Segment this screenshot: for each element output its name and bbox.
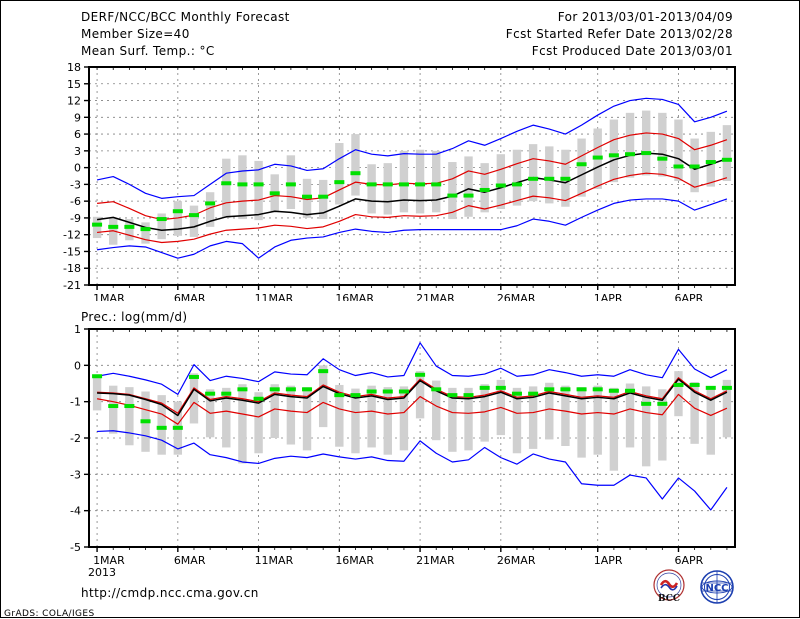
x-axis-tick-label: 1MAR: [93, 292, 125, 301]
y-axis-tick-label: -3: [70, 468, 81, 481]
y-axis-tick-label: 18: [67, 61, 81, 74]
forecast-range-label: For 2013/03/01-2013/04/09: [557, 10, 733, 24]
y-axis-tick-label: -15: [63, 245, 81, 258]
x-axis-tick-label: 11MAR: [255, 292, 294, 301]
ncc-logo: NCC: [700, 570, 734, 604]
y-axis-tick-label: -4: [70, 505, 81, 518]
y-axis-tick-label: -1: [70, 396, 81, 409]
x-axis-tick-label: 6MAR: [174, 554, 206, 567]
surface-temperature-chart: 18 15 12 9 6 3 0 -3 -6 -9 -12 -15 -18 -21 1MAR 6MAR 11MA…: [63, 61, 736, 301]
x-axis-tick-label: 6APR: [674, 554, 703, 567]
x-axis-tick-label: 1APR: [594, 554, 623, 567]
x-axis-tick-label: 16MAR: [335, 292, 374, 301]
y-axis-tick-label: -12: [63, 229, 81, 242]
y-axis-tick-label: -21: [63, 279, 81, 292]
bottom-chart-variable-label: Prec.: log(mm/d): [81, 310, 188, 324]
y-axis-tick-label: 15: [67, 78, 81, 91]
y-axis-tick-label: 9: [74, 111, 81, 124]
x-axis-tick-label: 1APR: [594, 292, 623, 301]
x-axis-tick-label: 26MAR: [497, 554, 536, 567]
y-axis-tick-label: 1: [74, 323, 81, 336]
x-axis-tick-label: 21MAR: [416, 292, 455, 301]
svg-text:NCC: NCC: [705, 583, 728, 594]
y-axis-tick-label: -2: [70, 432, 81, 445]
svg-text:BCC: BCC: [658, 594, 680, 604]
y-axis-tick-label: 12: [67, 95, 81, 108]
x-axis-tick-label: 11MAR: [255, 554, 294, 567]
top-chart-variable-label: Mean Surf. Temp.: °C: [81, 44, 215, 58]
x-axis-tick-label: 21MAR: [416, 554, 455, 567]
y-axis-tick-label: 3: [74, 145, 81, 158]
bcc-logo: BCC: [653, 569, 685, 604]
y-axis-tick-label: -6: [70, 195, 81, 208]
x-axis-tick-label: 26MAR: [497, 292, 536, 301]
x-axis-tick-label: 1MAR: [93, 554, 125, 567]
fcst-produced-label: Fcst Produced Date 2013/03/01: [531, 44, 733, 58]
fcst-started-label: Fcst Started Refer Date 2013/02/28: [505, 27, 733, 41]
footer-credit: GrADS: COLA/IGES: [4, 609, 95, 619]
y-axis-tick-label: 0: [74, 162, 81, 175]
member-size-label: Member Size=40: [81, 27, 190, 41]
x-axis-year-label: 2013: [88, 566, 116, 579]
footer-url[interactable]: http://cmdp.ncc.cma.gov.cn: [81, 586, 259, 600]
page-title: DERF/NCC/BCC Monthly Forecast: [81, 10, 290, 24]
y-axis-tick-label: -9: [70, 212, 81, 225]
y-axis-tick-label: 0: [74, 359, 81, 372]
y-axis-tick-label: -18: [63, 262, 81, 275]
y-axis-tick-label: 6: [74, 128, 81, 141]
x-axis-tick-label: 6MAR: [174, 292, 206, 301]
x-axis-tick-label: 6APR: [674, 292, 703, 301]
y-axis-tick-label: -3: [70, 178, 81, 191]
x-axis-tick-label: 16MAR: [335, 554, 374, 567]
y-axis-tick-label: -5: [70, 541, 81, 554]
